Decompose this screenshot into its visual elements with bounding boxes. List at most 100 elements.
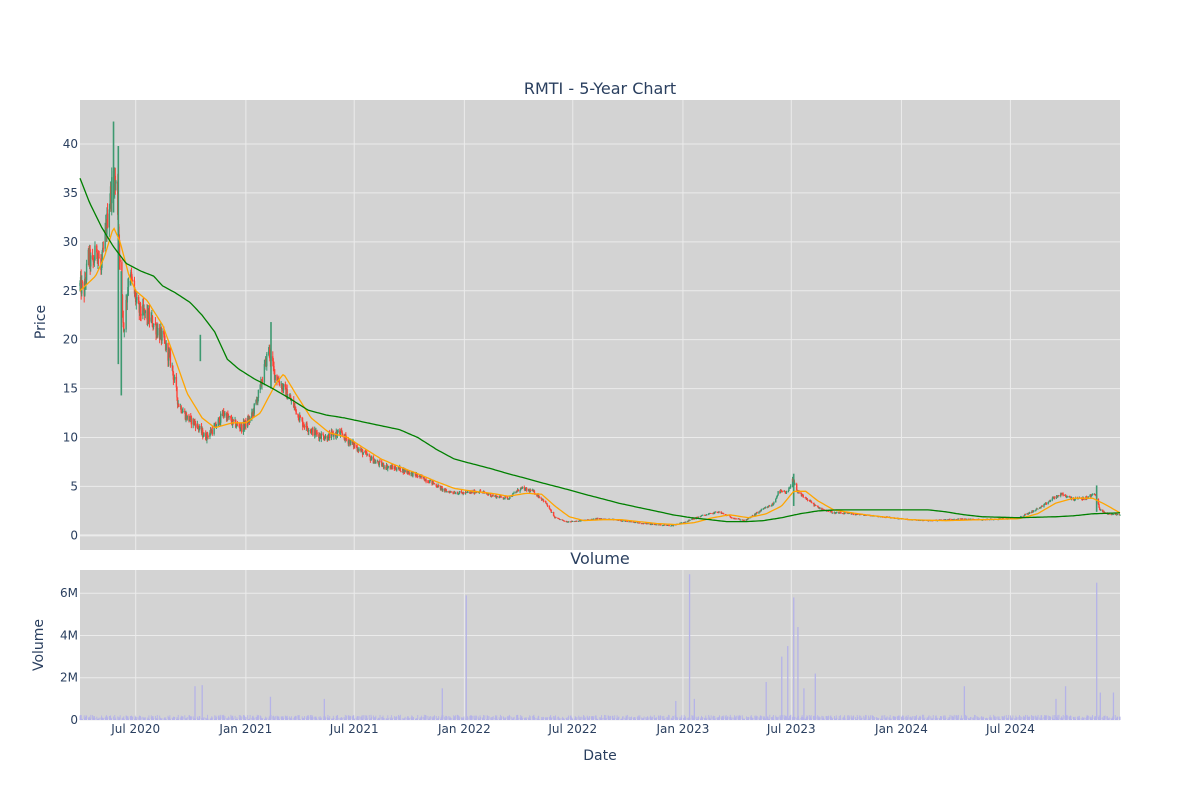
- volume-bar: [1071, 718, 1073, 720]
- candle-body: [297, 414, 300, 421]
- volume-bar: [144, 717, 146, 720]
- candle-body: [255, 399, 257, 405]
- candle-body: [427, 481, 430, 483]
- volume-bar: [1023, 715, 1025, 720]
- volume-bar: [1045, 715, 1047, 720]
- candle-body: [273, 366, 275, 370]
- volume-bar: [881, 718, 883, 720]
- candle-body: [1062, 493, 1064, 496]
- volume-bar: [667, 718, 669, 720]
- volume-bar: [738, 715, 740, 720]
- volume-spike-bar: [688, 574, 691, 720]
- volume-bar: [928, 716, 929, 720]
- volume-bar: [850, 715, 852, 720]
- volume-bar: [340, 718, 341, 720]
- candle-body: [687, 520, 690, 522]
- volume-bar: [352, 716, 353, 720]
- volume-bar: [104, 717, 106, 720]
- volume-bar: [394, 719, 396, 720]
- volume-bar: [121, 718, 123, 720]
- candle-body: [558, 518, 560, 520]
- volume-bar: [449, 718, 450, 720]
- volume-bar: [723, 715, 725, 720]
- volume-bar: [404, 717, 406, 720]
- volume-bar: [924, 717, 926, 720]
- volume-bar: [393, 716, 395, 720]
- volume-bar: [670, 718, 672, 720]
- candle-body: [748, 518, 750, 519]
- volume-bar: [1108, 717, 1110, 720]
- candle-body: [580, 520, 582, 522]
- volume-bar: [277, 716, 279, 720]
- volume-bar: [704, 717, 705, 720]
- volume-bar: [626, 716, 628, 720]
- volume-bar: [1020, 716, 1022, 720]
- candle-body: [437, 485, 439, 488]
- candle-body: [337, 430, 339, 433]
- volume-bar: [982, 717, 984, 720]
- candle-body: [278, 381, 281, 386]
- volume-bar: [255, 717, 257, 720]
- candle-body: [521, 487, 524, 488]
- volume-bar: [198, 716, 200, 720]
- volume-bar: [643, 717, 644, 720]
- volume-bar: [738, 717, 740, 720]
- volume-bar: [335, 716, 337, 720]
- volume-bar: [1050, 716, 1052, 720]
- volume-bar: [763, 717, 765, 720]
- volume-spike-bar: [194, 686, 196, 720]
- candle-body: [150, 317, 152, 322]
- candle-body: [383, 466, 385, 468]
- volume-bar: [505, 717, 507, 720]
- volume-bar: [578, 718, 580, 720]
- candle-body: [134, 292, 137, 302]
- candle-body: [1100, 509, 1102, 511]
- candle-body: [739, 519, 742, 521]
- volume-bar: [437, 718, 439, 720]
- volume-bar: [990, 717, 992, 720]
- volume-bar: [651, 718, 653, 720]
- volume-bar: [859, 715, 861, 720]
- volume-bar: [446, 716, 448, 720]
- candle-body: [852, 513, 855, 515]
- volume-bar: [865, 714, 867, 720]
- candle-body: [816, 505, 819, 507]
- candle-body: [966, 518, 968, 520]
- volume-bar: [999, 719, 1001, 720]
- volume-bar: [600, 718, 602, 720]
- volume-bar: [1069, 715, 1071, 720]
- volume-bar: [164, 717, 165, 720]
- volume-bar: [1010, 715, 1011, 720]
- volume-bar: [750, 716, 752, 720]
- candle-body: [433, 483, 436, 485]
- volume-bar: [280, 716, 282, 720]
- volume-bar: [709, 717, 711, 720]
- volume-bar: [968, 717, 970, 720]
- candle-body: [130, 272, 132, 282]
- candle-body: [100, 262, 103, 271]
- price-plot-background: [80, 100, 1120, 550]
- volume-bar: [425, 714, 426, 720]
- candle-body: [102, 247, 104, 252]
- candle-body: [729, 516, 731, 518]
- candle-body: [1119, 514, 1121, 516]
- candle-body: [552, 512, 555, 516]
- volume-bar: [932, 718, 934, 720]
- volume-bar: [130, 716, 132, 720]
- candle-body: [1065, 496, 1067, 497]
- candle-body: [159, 330, 161, 340]
- volume-bar: [897, 716, 899, 720]
- volume-bar: [919, 715, 921, 720]
- candle-body: [93, 260, 96, 263]
- volume-spike-bar: [693, 698, 696, 720]
- candle-body: [202, 436, 205, 438]
- candle-body: [115, 181, 117, 184]
- volume-bar: [865, 715, 867, 720]
- volume-bar: [750, 715, 752, 720]
- volume-bar: [423, 714, 425, 720]
- volume-bar: [889, 715, 891, 720]
- volume-bar: [444, 717, 446, 720]
- candle-body: [294, 406, 297, 410]
- volume-bar: [1060, 718, 1062, 720]
- candle-body: [563, 520, 566, 522]
